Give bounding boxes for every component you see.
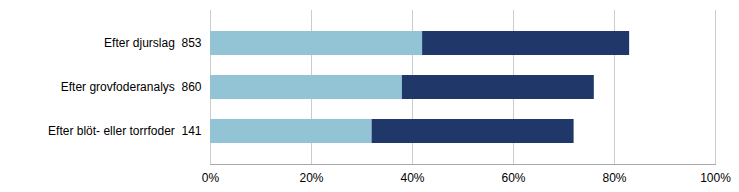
svg-text:80%: 80% bbox=[602, 171, 626, 185]
svg-text:60%: 60% bbox=[501, 171, 525, 185]
svg-text:100%: 100% bbox=[700, 171, 731, 185]
svg-text:Efter djurslag 853: Efter djurslag 853 bbox=[104, 36, 202, 50]
svg-text:0%: 0% bbox=[202, 171, 220, 185]
svg-text:40%: 40% bbox=[400, 171, 424, 185]
svg-text:Efter blöt- eller torrfoder 1: Efter blöt- eller torrfoder 141 bbox=[48, 124, 202, 138]
svg-text:20%: 20% bbox=[299, 171, 323, 185]
svg-text:Efter grovfoderanalys 860: Efter grovfoderanalys 860 bbox=[61, 80, 202, 94]
